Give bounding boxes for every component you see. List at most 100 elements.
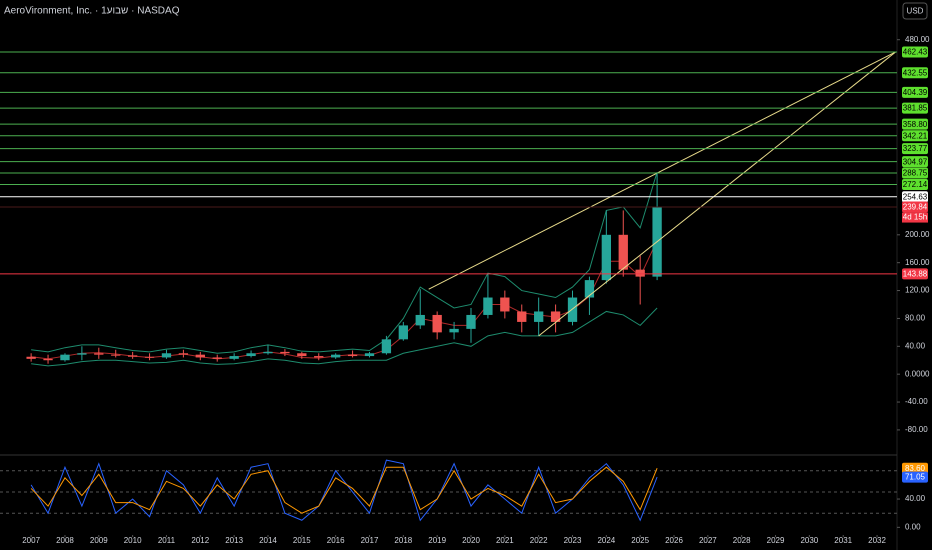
x-tick-label: 2008 [56, 536, 74, 545]
level-label: 323.77 [903, 144, 928, 153]
candle-body [500, 297, 510, 312]
candle-body [517, 311, 527, 322]
level-box [902, 156, 928, 168]
candle-body [111, 354, 121, 356]
candle-body [432, 314, 442, 333]
candle-body [381, 339, 392, 354]
y-tick-label: 80.00 [905, 314, 926, 323]
candle-body [398, 325, 408, 340]
band-line [31, 307, 658, 367]
candle-body [246, 353, 256, 357]
candle-body [195, 354, 205, 358]
readout-label: 83.60 [905, 464, 926, 473]
level-label: 432.55 [903, 68, 928, 77]
y-tick-label: 200.00 [905, 230, 930, 239]
candle-body [635, 269, 645, 277]
level-label: 239.84 [903, 203, 928, 212]
candle-body [263, 351, 273, 354]
candle-body [26, 356, 36, 359]
currency-button[interactable] [902, 2, 928, 20]
candle-body [331, 354, 341, 358]
x-tick-label: 2014 [259, 536, 277, 545]
candle-body [60, 354, 70, 361]
countdown-box [902, 212, 928, 223]
y-tick-label: 160.00 [905, 258, 930, 267]
level-label: 342.21 [903, 131, 928, 140]
readout-box [902, 471, 928, 483]
candle-body [534, 311, 544, 322]
y-tick-label: 480.00 [905, 35, 930, 44]
readout-box [902, 462, 928, 474]
y-tick-label: 0.00 [905, 522, 921, 531]
candle-body [466, 314, 476, 329]
x-tick-label: 2027 [699, 536, 717, 545]
candle-body [584, 280, 595, 298]
x-tick-label: 2025 [631, 536, 649, 545]
candle-body [212, 357, 222, 359]
x-tick-label: 2030 [800, 536, 818, 545]
x-tick-label: 2009 [90, 536, 108, 545]
level-label: 358.80 [903, 120, 928, 129]
candle-body [347, 354, 358, 357]
candle-body [77, 353, 87, 355]
x-tick-label: 2022 [530, 536, 548, 545]
x-tick-label: 2016 [327, 536, 345, 545]
y-tick-label: -80.00 [905, 425, 928, 434]
level-box [902, 130, 928, 142]
x-tick-label: 2024 [597, 536, 615, 545]
level-box [902, 86, 928, 98]
level-box [902, 191, 928, 203]
stoch-line [30, 466, 658, 514]
candle-body [161, 353, 172, 358]
level-label: 288.75 [903, 169, 928, 178]
x-tick-label: 2012 [191, 536, 209, 545]
y-tick-label: 0.0000 [905, 369, 930, 378]
x-tick-label: 2028 [733, 536, 751, 545]
level-label: 304.97 [903, 157, 928, 166]
candle-body [144, 356, 155, 358]
x-tick-label: 2023 [564, 536, 582, 545]
candle-body [415, 314, 425, 326]
level-label: 254.63 [903, 192, 928, 201]
level-box [902, 143, 928, 155]
candle-body [449, 328, 459, 333]
level-box [902, 167, 928, 179]
x-tick-label: 2029 [767, 536, 785, 545]
currency-label[interactable]: USD [907, 7, 924, 16]
x-tick-label: 2010 [124, 536, 142, 545]
x-tick-label: 2031 [834, 536, 852, 545]
level-box [902, 46, 928, 58]
candle-body [229, 356, 239, 359]
level-box [902, 67, 928, 79]
x-tick-label: 2018 [394, 536, 412, 545]
level-label: 462.43 [903, 48, 928, 57]
candle-body [314, 356, 324, 358]
readout-label: 71.05 [905, 473, 926, 482]
candle-body [43, 358, 53, 361]
level-box [902, 268, 928, 280]
candle-body [550, 311, 561, 322]
y-tick-label: 40.00 [905, 341, 926, 350]
candle-body [297, 353, 307, 357]
level-label: 404.39 [903, 88, 928, 97]
x-tick-label: 2013 [225, 536, 243, 545]
level-box [902, 201, 928, 213]
level-box [902, 118, 928, 130]
countdown: 4d 15h [903, 213, 927, 222]
x-tick-label: 2015 [293, 536, 311, 545]
x-tick-label: 2019 [428, 536, 446, 545]
y-tick-label: -40.00 [905, 397, 928, 406]
main-pane [26, 51, 896, 367]
stoch-line [30, 459, 658, 522]
candle-body [178, 353, 189, 355]
x-tick-label: 2021 [496, 536, 514, 545]
y-tick-label: 40.00 [905, 494, 926, 503]
x-tick-label: 2017 [361, 536, 379, 545]
band-line [31, 171, 658, 354]
level-label: 272.14 [903, 180, 928, 189]
level-label: 381.85 [903, 104, 928, 113]
candle-body [618, 234, 628, 270]
